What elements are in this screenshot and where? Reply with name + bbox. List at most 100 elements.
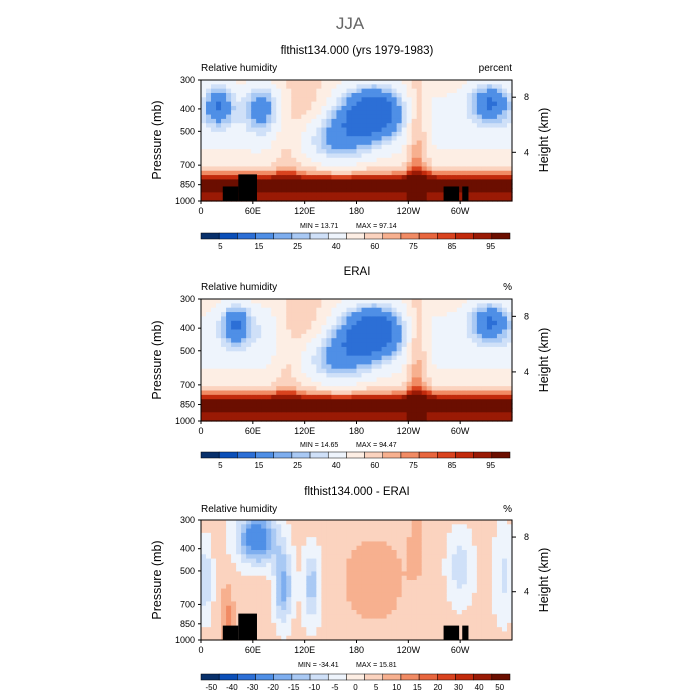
contour-cell [386, 386, 393, 392]
contour-cell [286, 575, 292, 581]
contour-cell [456, 390, 463, 396]
contour-cell [471, 325, 478, 331]
contour-cell [356, 333, 363, 339]
contour-cell [451, 412, 458, 418]
contour-cell [396, 390, 403, 396]
contour-cell [231, 390, 237, 396]
contour-cell [271, 584, 277, 590]
contour-cell [506, 320, 513, 326]
contour-cell [336, 149, 343, 155]
contour-cell [381, 571, 388, 577]
contour-cell [366, 562, 373, 568]
contour-cell [221, 355, 227, 361]
contour-cell [416, 303, 423, 309]
contour-cell [446, 299, 453, 304]
contour-cell [236, 351, 242, 357]
contour-cell [366, 316, 373, 322]
contour-cell [426, 520, 433, 525]
contour-cell [416, 550, 423, 555]
contour-cell [266, 631, 272, 637]
contour-cell [216, 407, 222, 413]
contour-cell [291, 355, 297, 361]
contour-cell [201, 312, 207, 318]
colorbar: 5 15 25 40 60 75 85 95 [200, 451, 511, 470]
contour-cell [331, 299, 338, 304]
contour-cell [356, 532, 363, 538]
contour-cell [351, 303, 358, 309]
contour-cell [391, 394, 398, 400]
contour-cell [446, 88, 453, 94]
contour-cell [431, 80, 438, 85]
contour-cell [241, 333, 247, 339]
contour-cell [351, 618, 358, 624]
contour-cell [411, 364, 418, 370]
contour-cell [291, 381, 297, 387]
contour-cell [501, 312, 508, 318]
contour-cell [346, 368, 353, 374]
contour-cell [431, 342, 438, 348]
contour-cell [296, 140, 302, 146]
contour-cell [396, 571, 403, 577]
contour-cell [386, 351, 393, 357]
contour-cell [411, 299, 418, 304]
contour-cell [321, 179, 328, 185]
contour-cell [486, 320, 493, 326]
contour-cell [361, 390, 368, 396]
contour-cell [486, 390, 493, 396]
contour-cell [281, 562, 287, 568]
contour-cell [456, 355, 463, 361]
contour-cell [246, 584, 252, 590]
contour-cell [411, 175, 418, 180]
contour-cell [236, 325, 242, 331]
contour-cell [301, 312, 307, 318]
contour-cell [406, 84, 413, 90]
contour-cell [296, 192, 302, 198]
contour-cell [486, 346, 493, 352]
contour-cell [421, 575, 428, 581]
contour-cell [411, 524, 418, 530]
contour-cell [366, 622, 373, 628]
contour-cell [211, 299, 217, 304]
contour-cell [366, 157, 373, 163]
contour-cell [451, 92, 458, 98]
contour-cell [356, 368, 363, 374]
contour-cell [231, 338, 237, 344]
contour-cell [481, 136, 488, 142]
contour-cell [231, 92, 237, 98]
contour-cell [226, 316, 232, 322]
contour-cell [441, 136, 448, 142]
contour-cell [386, 329, 393, 335]
colorbar-label: 40 [332, 242, 341, 251]
contour-cell [236, 157, 242, 163]
contour-cell [391, 123, 398, 129]
contour-cell [301, 631, 307, 637]
contour-cell [251, 386, 257, 392]
contour-cell [206, 524, 212, 530]
contour-cell [286, 524, 292, 530]
contour-cell [361, 377, 368, 383]
contour-cell [331, 622, 338, 628]
contour-cell [356, 97, 363, 103]
contour-cell [261, 342, 267, 348]
contour-cell [506, 377, 513, 383]
contour-cell [261, 140, 267, 146]
contour-cell [401, 80, 408, 85]
contour-cell [276, 110, 282, 116]
contour-cell [436, 312, 443, 318]
contour-cell [391, 188, 398, 193]
contour-cell [376, 333, 383, 339]
contour-cell [326, 196, 333, 202]
contour-cell [416, 196, 423, 202]
contour-cell [396, 192, 403, 198]
contour-cell [436, 157, 443, 163]
contour-cell [386, 105, 393, 111]
contour-cell [301, 524, 307, 530]
contour-cell [501, 325, 508, 331]
contour-cell [486, 153, 493, 159]
contour-cell [316, 105, 322, 111]
contour-cell [216, 610, 222, 615]
contour-cell [411, 97, 418, 103]
contour-cell [406, 316, 413, 322]
contour-cell [426, 618, 433, 624]
